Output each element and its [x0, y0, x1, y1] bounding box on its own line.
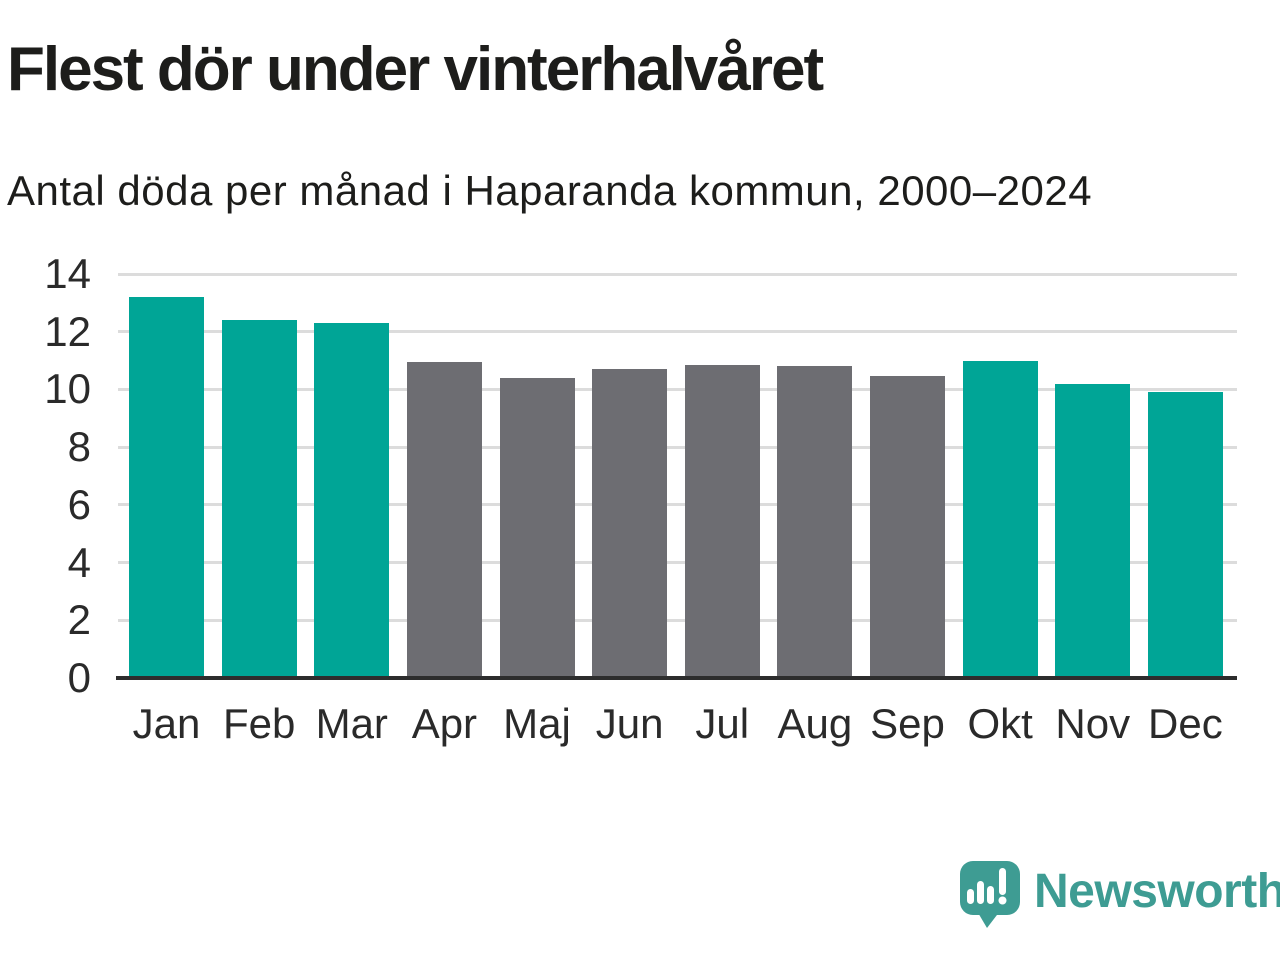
- bar-apr: [406, 362, 482, 678]
- chart-subtitle: Antal döda per månad i Haparanda kommun,…: [7, 167, 1093, 214]
- x-tick-label-dec: Dec: [1148, 700, 1223, 747]
- x-tick-label-apr: Apr: [411, 700, 478, 747]
- newsworthy-logo: Newsworthy: [960, 859, 1280, 929]
- y-tick-label-4: 4: [67, 538, 91, 586]
- y-tick-label-8: 8: [67, 423, 91, 471]
- x-tick-label-sep: Sep: [870, 700, 945, 747]
- gridline-8: [118, 445, 1237, 449]
- x-tick-label-aug: Aug: [777, 700, 853, 747]
- gridline-12: [118, 330, 1237, 334]
- bar-series: [129, 274, 1223, 678]
- bar-dec: [1147, 392, 1223, 678]
- y-tick-label-0: 0: [67, 654, 91, 701]
- gridline-6: [118, 503, 1237, 507]
- bar-aug: [777, 366, 853, 678]
- newsworthy-speech-bubble-barchart-icon: [960, 861, 1020, 928]
- bar-nov: [1055, 383, 1131, 678]
- y-tick-label-2: 2: [67, 596, 91, 644]
- y-axis-tick-labels: 0 2 4 6 8 10 12 14: [0, 250, 91, 701]
- y-tick-label-6: 6: [67, 480, 91, 528]
- x-tick-label-nov: Nov: [1055, 700, 1131, 747]
- gridline-14: [118, 272, 1237, 276]
- y-tick-label-10: 10: [44, 365, 91, 413]
- bar-okt: [962, 360, 1038, 678]
- x-axis-tick-labels: Jan Feb Mar Apr Maj Jun Jul Aug Sep Okt Nov Dec: [129, 700, 1223, 748]
- bar-feb: [221, 320, 297, 678]
- x-axis-line: [116, 676, 1237, 680]
- bar-maj: [499, 377, 575, 678]
- plot-area: [116, 272, 1237, 680]
- chart-title: Flest dör under vinterhalvåret: [7, 35, 824, 104]
- bar-jun: [592, 369, 668, 678]
- y-tick-label-12: 12: [44, 307, 91, 355]
- gridline-2: [118, 618, 1237, 622]
- gridline-4: [118, 561, 1237, 565]
- y-tick-label-14: 14: [44, 250, 91, 297]
- x-tick-label-feb: Feb: [222, 700, 296, 747]
- x-tick-label-maj: Maj: [503, 700, 571, 747]
- x-tick-label-jun: Jun: [595, 700, 664, 747]
- bar-jan: [129, 297, 204, 678]
- x-tick-label-okt: Okt: [967, 700, 1033, 747]
- brand-name: Newsworthy: [1034, 865, 1280, 918]
- bar-sep: [870, 376, 945, 678]
- gridline-10: [118, 387, 1237, 391]
- bar-mar: [314, 323, 390, 678]
- bar-jul: [684, 364, 760, 678]
- x-tick-label-jul: Jul: [695, 700, 750, 747]
- x-tick-label-jan: Jan: [132, 700, 201, 747]
- x-tick-label-mar: Mar: [315, 700, 388, 747]
